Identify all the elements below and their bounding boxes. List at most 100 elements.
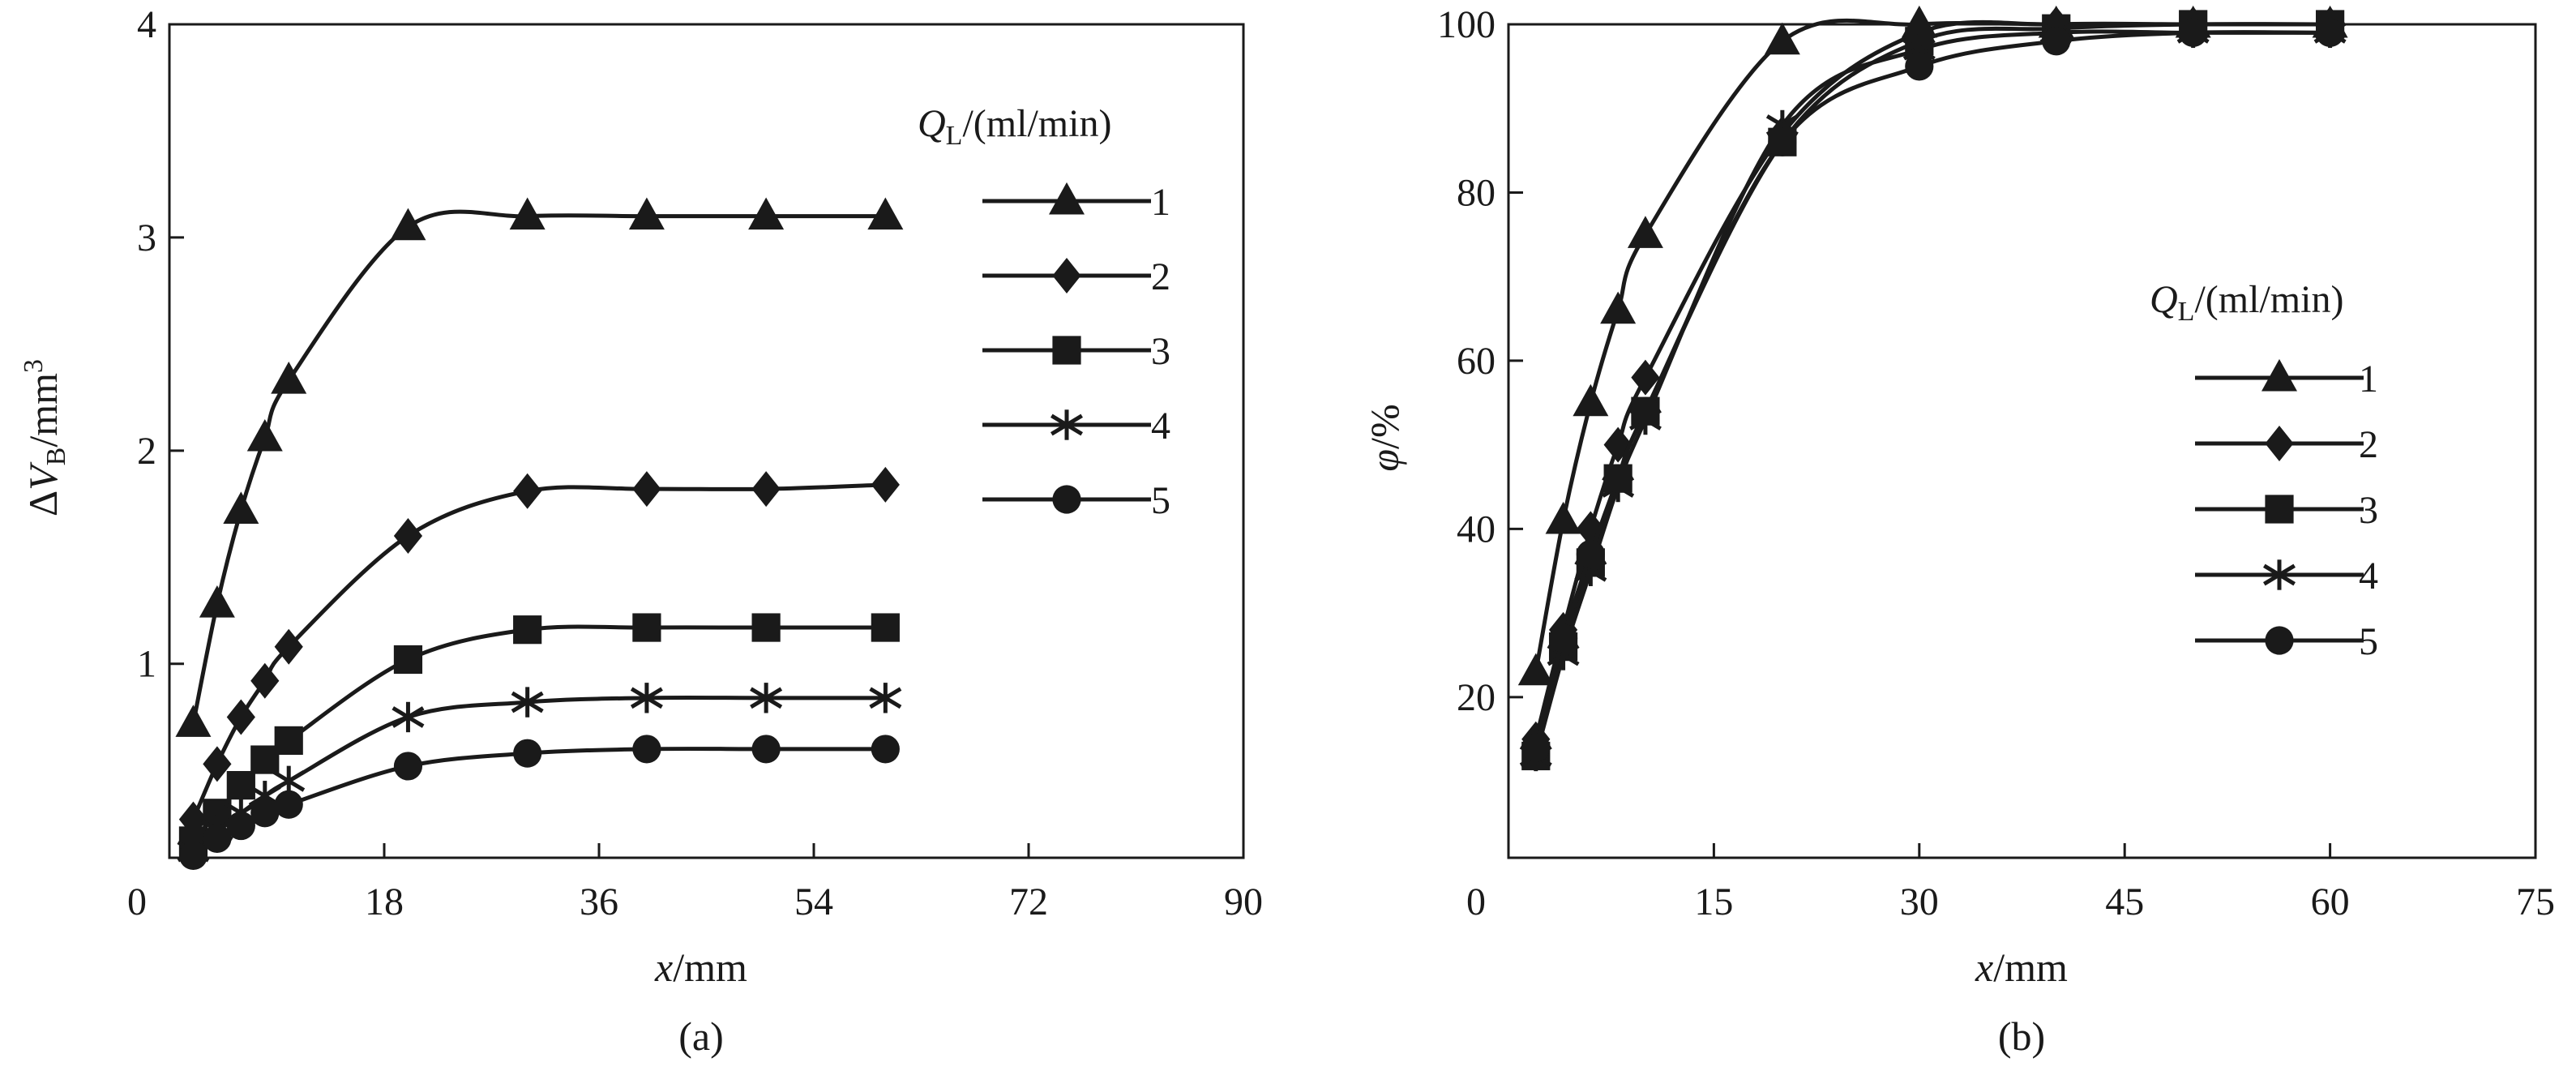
marker-diamond: [513, 473, 542, 509]
x-tick-label: 75: [2516, 880, 2555, 923]
marker-square: [2265, 495, 2294, 524]
marker-diamond: [1631, 359, 1660, 396]
marker-circle: [250, 799, 280, 828]
legend-item: 2: [982, 255, 1170, 298]
marker-circle: [1052, 485, 1081, 514]
asterisk-stroke: [630, 687, 663, 709]
marker-triangle: [867, 197, 904, 230]
series-line: [1534, 29, 2330, 757]
marker-diamond: [393, 517, 423, 554]
legend-label: 5: [1151, 479, 1170, 522]
marker-triangle: [1049, 182, 1085, 215]
marker-triangle: [2261, 358, 2297, 392]
y-tick-label: 2: [137, 430, 156, 473]
x-tick-label: 30: [1900, 880, 1939, 923]
marker-triangle: [1545, 501, 1581, 534]
marker-diamond: [274, 628, 303, 665]
marker-triangle: [246, 418, 283, 452]
x-tick-label: 0: [127, 880, 147, 923]
x-tick-label: 36: [580, 880, 618, 923]
series-1: [1517, 5, 2348, 686]
marker-triangle: [1627, 216, 1663, 248]
asterisk-stroke: [1547, 644, 1580, 666]
y-tick-label: 100: [1437, 3, 1496, 46]
marker-diamond: [178, 801, 208, 838]
marker-circle: [1576, 539, 1605, 569]
series-5: [1521, 18, 2345, 762]
marker-circle: [1905, 52, 1934, 81]
asterisk-stroke: [1574, 559, 1607, 582]
y-tick-label: 1: [137, 643, 156, 686]
marker-diamond: [632, 471, 661, 508]
series-2: [178, 466, 900, 838]
chart-b: x/mm φ/% (b) QL/(ml/min) 0 15 30 45 60 752040…: [1362, 3, 2555, 1059]
marker-triangle: [1573, 383, 1609, 417]
marker-circle: [226, 811, 255, 841]
marker-diamond: [871, 466, 900, 503]
legend-label: 2: [2359, 423, 2378, 466]
chart-a: x/mm ΔVB/mm3 (a) QL/(ml/min) 0 18 36 54 72 90…: [19, 3, 1263, 1059]
x-tick-label: 72: [1009, 880, 1048, 923]
legend-item: 4: [982, 405, 1170, 448]
plot-frame: [168, 23, 1245, 859]
asterisk-stroke: [511, 691, 544, 713]
marker-asterisk: [392, 701, 425, 733]
marker-circle: [203, 824, 232, 853]
marker-square: [393, 645, 423, 675]
panel-label: (b): [1998, 1013, 2045, 1059]
marker-triangle: [199, 585, 235, 618]
legend-label: 1: [2359, 358, 2378, 401]
x-tick-label: 15: [1694, 880, 1733, 923]
x-tick-label: 0: [1466, 880, 1486, 923]
y-tick-label: 3: [137, 216, 156, 259]
asterisk-stroke: [869, 687, 902, 709]
series-line: [190, 209, 886, 724]
asterisk-stroke: [750, 687, 783, 709]
series-line: [1534, 30, 2330, 748]
marker-circle: [1603, 464, 1632, 493]
x-tick-label: 18: [365, 880, 404, 923]
marker-asterisk: [630, 683, 663, 713]
asterisk-stroke: [272, 769, 306, 792]
legend-item: 3: [982, 330, 1170, 373]
marker-circle: [2179, 18, 2208, 47]
legend-label: 2: [1151, 255, 1170, 298]
marker-circle: [2042, 27, 2071, 56]
marker-square: [751, 613, 781, 642]
x-axis-label: x/mm: [1975, 945, 2068, 990]
plot-frame: [1507, 23, 2537, 859]
legend-label: 5: [2359, 620, 2378, 663]
y-tick-label: 80: [1457, 171, 1496, 214]
legend-item: 1: [982, 181, 1170, 224]
marker-circle: [1631, 396, 1660, 426]
legend-title: QL/(ml/min): [918, 102, 1111, 151]
y-axis-label: ΔVB/mm3: [19, 359, 71, 516]
marker-square: [1052, 336, 1081, 365]
x-axis-label: x/mm: [654, 945, 747, 990]
y-tick-label: 20: [1457, 676, 1496, 719]
asterisk-stroke: [392, 706, 425, 728]
asterisk-stroke: [1902, 38, 1936, 61]
marker-circle: [393, 752, 423, 781]
legend-item: 3: [2195, 489, 2378, 532]
series-4: [1519, 17, 2347, 772]
marker-square: [226, 771, 255, 800]
marker-triangle: [175, 705, 212, 737]
marker-circle: [1521, 733, 1551, 762]
asterisk-stroke: [2263, 563, 2296, 586]
y-tick-label: 4: [137, 3, 156, 46]
marker-circle: [2316, 18, 2345, 47]
legend-item: 2: [2195, 423, 2378, 466]
marker-asterisk: [750, 683, 783, 713]
y-tick-label: 40: [1457, 508, 1496, 550]
series-2: [1521, 6, 2345, 757]
marker-circle: [2265, 626, 2294, 655]
legend-label: 3: [2359, 489, 2378, 532]
marker-diamond: [2265, 426, 2294, 461]
marker-triangle: [390, 208, 426, 241]
y-axis-label: φ/%: [1362, 404, 1407, 471]
legend-item: 5: [2195, 620, 2378, 663]
marker-triangle: [748, 197, 785, 230]
series-5: [178, 735, 900, 870]
